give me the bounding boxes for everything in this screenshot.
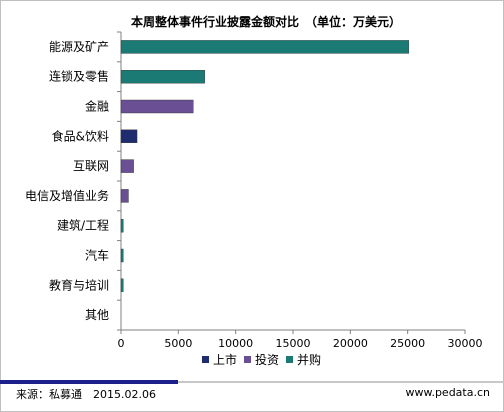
- x-tick-label: 20000: [333, 337, 368, 350]
- x-tick-label: 10000: [218, 337, 253, 350]
- bar: [120, 189, 129, 203]
- bar: [120, 40, 410, 54]
- bar-chart: 本周整体事件行业披露金额对比 （单位：万美元） 能源及矿产连锁及零售金融食品&饮…: [25, 14, 483, 367]
- source-note: 来源：私募通 2015.02.06: [16, 388, 156, 401]
- category-label: 食品&饮料: [52, 128, 109, 143]
- legend-label: 并购: [297, 352, 321, 367]
- footer-divider: [0, 380, 504, 384]
- bar: [120, 129, 138, 144]
- bar: [120, 69, 205, 84]
- x-tick-label: 5000: [164, 337, 192, 350]
- x-tick-label: 25000: [390, 337, 425, 350]
- legend-label: 上市: [213, 352, 237, 367]
- category-label: 其他: [85, 308, 109, 322]
- bar: [120, 159, 134, 173]
- bar: [120, 99, 194, 114]
- category-label: 教育与培训: [49, 277, 109, 292]
- category-label: 建筑/工程: [57, 218, 109, 233]
- legend: 上市 投资 并购: [202, 352, 321, 367]
- footer-divider-accent: [0, 380, 178, 384]
- category-label: 互联网: [73, 159, 109, 173]
- footer-divider-line: [178, 381, 504, 383]
- legend-swatch: [286, 356, 293, 363]
- bar: [120, 218, 124, 233]
- bar: [120, 278, 124, 292]
- category-label: 汽车: [85, 248, 109, 263]
- legend-label: 投资: [255, 352, 279, 367]
- legend-swatch: [202, 356, 209, 363]
- category-label: 连锁及零售: [49, 69, 109, 84]
- plot-area: 能源及矿产连锁及零售金融食品&饮料互联网电信及增值业务建筑/工程汽车教育与培训其…: [25, 31, 483, 350]
- legend-swatch: [244, 356, 251, 363]
- x-tick-label: 0: [118, 337, 125, 350]
- chart-title: 本周整体事件行业披露金额对比 （单位：万美元）: [131, 14, 401, 29]
- x-tick-label: 30000: [448, 337, 483, 350]
- category-label: 金融: [85, 99, 109, 114]
- x-tick-label: 15000: [276, 337, 311, 350]
- website-link[interactable]: www.pedata.cn: [405, 386, 490, 399]
- category-label: 电信及增值业务: [25, 188, 109, 203]
- bar: [120, 248, 124, 263]
- category-label: 能源及矿产: [49, 40, 109, 54]
